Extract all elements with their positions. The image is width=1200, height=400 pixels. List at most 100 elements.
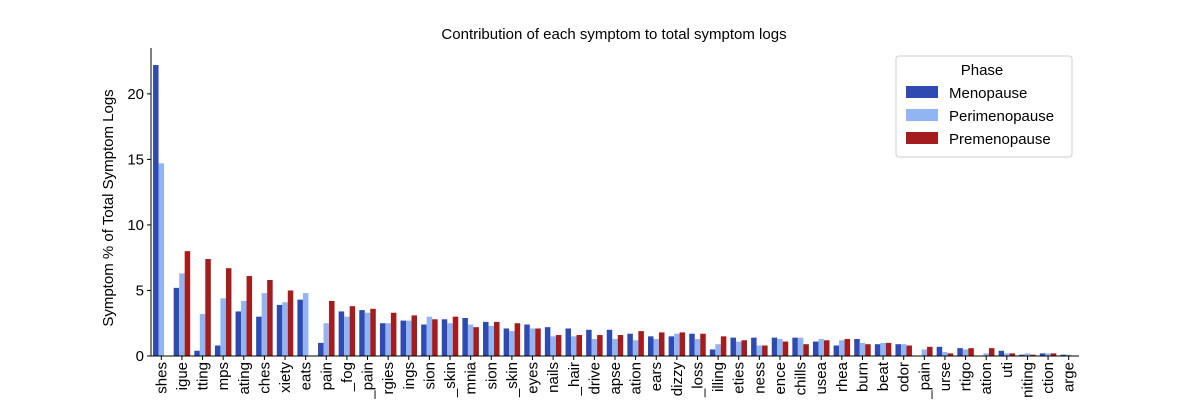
bar-premenopause-3	[225, 268, 232, 356]
bar-premenopause-25	[679, 332, 686, 356]
legend-label-premenopause: Premenopause	[949, 131, 1051, 148]
bar-perimenopause-21	[591, 338, 598, 356]
bar-perimenopause-26	[694, 338, 701, 356]
bar-menopause-3	[214, 345, 221, 356]
bar-menopause-5	[256, 316, 262, 356]
bar-menopause-22	[606, 329, 613, 356]
bar-perimenopause-27	[715, 344, 721, 356]
bar-premenopause-29	[762, 345, 768, 356]
bar-menopause-26	[689, 333, 695, 356]
x-tick-label: ating	[236, 362, 253, 395]
bar-perimenopause-16	[488, 325, 495, 356]
x-tick-label: niting	[1019, 362, 1036, 398]
bar-perimenopause-28	[735, 341, 742, 356]
bar-menopause-27	[709, 349, 716, 356]
bar-premenopause-9	[349, 306, 356, 356]
bar-perimenopause-17	[509, 331, 515, 356]
bar-premenopause-21	[597, 335, 603, 356]
x-tick-label: eats	[298, 362, 315, 390]
bar-menopause-41	[998, 350, 1005, 356]
x-tick-label: illing	[710, 362, 727, 392]
bar-menopause-36	[895, 344, 901, 356]
bar-premenopause-36	[906, 345, 912, 356]
x-tick-label: rgies	[380, 362, 397, 395]
x-tick-label: urse	[937, 362, 954, 391]
y-axis: 0 5 10 15 20	[127, 48, 152, 365]
bar-perimenopause-11	[385, 323, 391, 356]
bar-perimenopause-8	[323, 323, 330, 356]
y-tick-label: 0	[136, 348, 144, 365]
bar-menopause-30	[771, 337, 778, 356]
x-tick-label: igue	[174, 362, 191, 390]
bar-menopause-20	[565, 328, 572, 356]
legend-swatch-menopause	[906, 86, 938, 98]
bar-perimenopause-31	[797, 337, 804, 356]
bar-premenopause-12	[411, 315, 418, 356]
bar-menopause-2	[194, 350, 200, 356]
bar-perimenopause-42	[1024, 353, 1031, 356]
bar-menopause-14	[441, 319, 448, 356]
legend-label-perimenopause: Perimenopause	[949, 108, 1054, 125]
bar-menopause-15	[462, 317, 468, 356]
x-tick-label: _fog	[339, 362, 356, 392]
bar-perimenopause-20	[571, 336, 577, 356]
bar-perimenopause-39	[962, 349, 969, 356]
bar-premenopause-43	[1050, 353, 1057, 356]
bar-perimenopause-23	[632, 340, 639, 356]
x-tick-label: ches	[256, 362, 273, 394]
bar-menopause-12	[400, 320, 407, 356]
bar-perimenopause-34	[859, 342, 866, 356]
bar-menopause-4	[235, 311, 242, 356]
x-tick-label: ness	[751, 362, 768, 394]
bar-premenopause-38	[947, 353, 954, 356]
x-tick-label: nails	[545, 362, 562, 393]
bar-perimenopause-38	[942, 352, 948, 356]
bar-perimenopause-40	[983, 353, 989, 356]
bar-perimenopause-30	[777, 338, 783, 356]
bar-perimenopause-41	[1004, 353, 1010, 356]
x-tick-label: beat	[875, 361, 892, 391]
bar-perimenopause-43	[1045, 353, 1051, 356]
bar-premenopause-31	[803, 344, 809, 356]
bar-premenopause-33	[844, 338, 851, 356]
bar-perimenopause-29	[756, 345, 763, 356]
x-tick-label: apse	[607, 362, 624, 395]
x-tick-label: _loss	[689, 362, 706, 398]
bar-premenopause-14	[452, 316, 459, 356]
bar-menopause-29	[751, 337, 757, 356]
x-tick-label: ation	[978, 362, 995, 395]
bar-menopause-11	[379, 323, 386, 356]
bar-perimenopause-32	[818, 338, 824, 356]
x-tick-label: ears	[648, 362, 665, 391]
bar-premenopause-39	[968, 348, 974, 356]
bar-perimenopause-0	[158, 163, 165, 356]
bar-perimenopause-36	[900, 344, 907, 356]
bar-perimenopause-35	[880, 342, 886, 356]
x-tick-label: uti	[999, 362, 1016, 378]
bar-premenopause-16	[494, 321, 500, 356]
x-tick-label: ation	[628, 362, 645, 395]
x-tick-label: _skin	[442, 362, 459, 398]
bar-premenopause-30	[782, 341, 789, 356]
x-tick-label: drive	[586, 362, 603, 395]
bar-perimenopause-2	[199, 314, 206, 356]
bar-menopause-13	[421, 324, 427, 356]
bar-menopause-17	[503, 328, 510, 356]
x-tick-label: _pain	[916, 362, 933, 400]
bar-perimenopause-13	[426, 316, 433, 356]
bar-menopause-33	[833, 345, 840, 356]
bar-menopause-24	[648, 336, 654, 356]
x-tick-label: _pain	[360, 362, 377, 400]
bar-menopause-35	[874, 344, 881, 356]
bar-menopause-0	[153, 65, 159, 356]
bar-perimenopause-10	[364, 312, 371, 356]
bar-perimenopause-18	[529, 328, 536, 356]
y-tick-label: 15	[127, 151, 144, 168]
bar-menopause-32	[812, 341, 819, 356]
y-tick-label: 20	[127, 86, 144, 103]
x-tick-label: arge	[1061, 362, 1078, 392]
bar-perimenopause-33	[839, 340, 845, 356]
bar-perimenopause-14	[447, 323, 453, 356]
bar-menopause-10	[359, 310, 365, 356]
